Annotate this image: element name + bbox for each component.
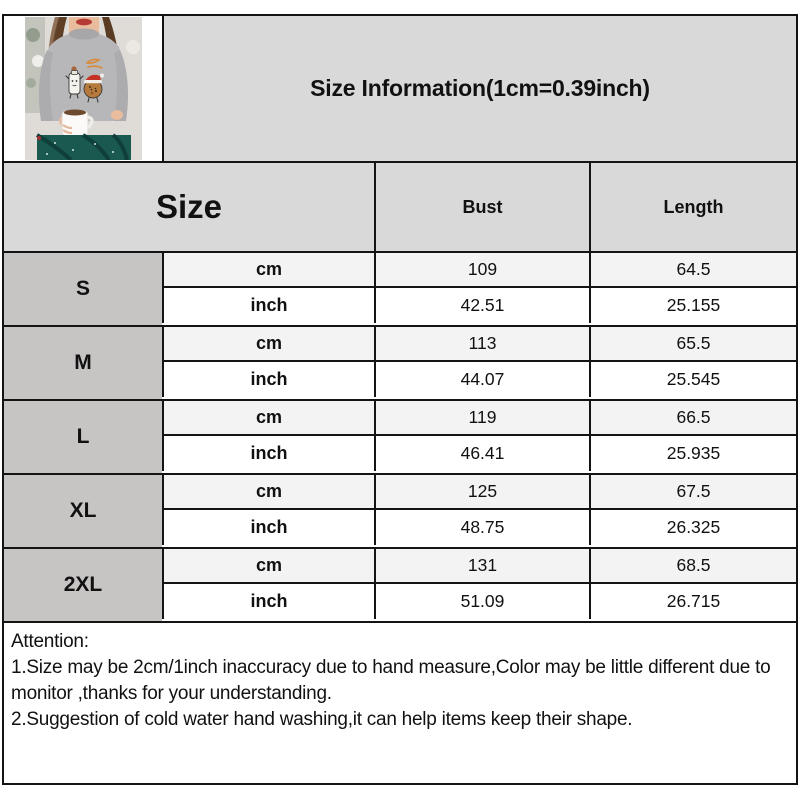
value-m-bust-cm: 113 — [374, 327, 589, 360]
value-m-length-inch: 25.545 — [589, 362, 796, 397]
page-title: Size Information(1cm=0.39inch) — [164, 16, 796, 161]
unit-label-cm: cm — [255, 555, 282, 575]
unit-label-inch: inch — [250, 369, 288, 389]
value-2xl-bust-cm: 131 — [374, 549, 589, 582]
value-s-bust-inch: 42.51 — [374, 288, 589, 323]
unit-label-cm: cm — [255, 259, 282, 279]
value-xl-bust-inch: 48.75 — [374, 510, 589, 545]
value-xl-length-inch: 26.325 — [589, 510, 796, 545]
value-xl-length-cm: 67.5 — [589, 475, 796, 508]
table-row: XL cm 125 67.5 inch 48.75 26.325 — [4, 475, 796, 549]
attention-note-2: 2.Suggestion of cold water hand washing,… — [11, 709, 633, 730]
value-s-length-cm: 64.5 — [589, 253, 796, 286]
column-header-size: Size — [155, 188, 223, 225]
table-row: S cm 109 64.5 inch 42.51 25.155 — [4, 253, 796, 327]
product-photo-cell — [4, 16, 164, 161]
table-header-row: Size Bust Length — [4, 163, 796, 253]
size-label-m: M — [4, 327, 162, 399]
column-header-bust: Bust — [374, 163, 589, 251]
value-2xl-length-inch: 26.715 — [589, 584, 796, 619]
value-m-bust-inch: 44.07 — [374, 362, 589, 397]
attention-note-1: 1.Size may be 2cm/1inch inaccuracy due t… — [11, 657, 771, 704]
size-label-s: S — [4, 253, 162, 325]
value-2xl-bust-inch: 51.09 — [374, 584, 589, 619]
unit-label-cm: cm — [255, 333, 282, 353]
attention-section: Attention: 1.Size may be 2cm/1inch inacc… — [4, 623, 796, 779]
unit-label-inch: inch — [250, 443, 288, 463]
table-row: M cm 113 65.5 inch 44.07 25.545 — [4, 327, 796, 401]
table-row: 2XL cm 131 68.5 inch 51.09 26.715 — [4, 549, 796, 623]
size-label-2xl: 2XL — [4, 549, 162, 621]
value-2xl-length-cm: 68.5 — [589, 549, 796, 582]
value-s-length-inch: 25.155 — [589, 288, 796, 323]
value-l-bust-cm: 119 — [374, 401, 589, 434]
unit-label-inch: inch — [250, 517, 288, 537]
value-l-length-cm: 66.5 — [589, 401, 796, 434]
top-section: Size Information(1cm=0.39inch) — [4, 16, 796, 163]
attention-heading: Attention: — [11, 631, 89, 652]
table-row: L cm 119 66.5 inch 46.41 25.935 — [4, 401, 796, 475]
column-header-length: Length — [589, 163, 796, 251]
value-l-length-inch: 25.935 — [589, 436, 796, 471]
unit-label-inch: inch — [250, 295, 288, 315]
value-m-length-cm: 65.5 — [589, 327, 796, 360]
product-photo-image — [24, 17, 142, 160]
unit-label-cm: cm — [255, 481, 282, 501]
size-label-l: L — [4, 401, 162, 473]
unit-label-inch: inch — [250, 591, 288, 611]
value-s-bust-cm: 109 — [374, 253, 589, 286]
value-xl-bust-cm: 125 — [374, 475, 589, 508]
size-label-xl: XL — [4, 475, 162, 547]
unit-label-cm: cm — [255, 407, 282, 427]
size-chart-sheet: Size Information(1cm=0.39inch) Size Bust… — [2, 14, 798, 785]
value-l-bust-inch: 46.41 — [374, 436, 589, 471]
